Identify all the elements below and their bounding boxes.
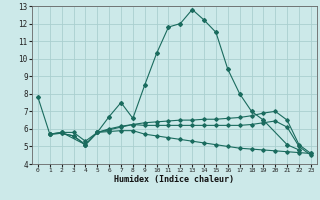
X-axis label: Humidex (Indice chaleur): Humidex (Indice chaleur) xyxy=(115,175,234,184)
